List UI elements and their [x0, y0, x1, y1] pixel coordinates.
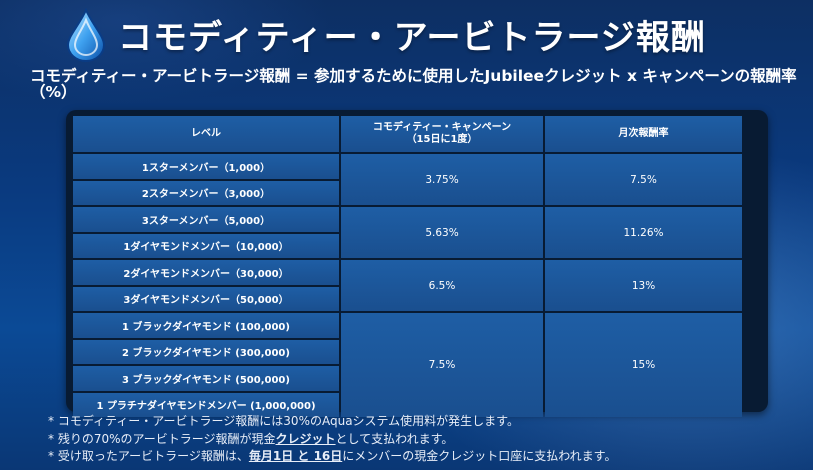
footnote-payment-emphasis: 毎月1日 と 16日	[248, 449, 343, 463]
monthly-rate-cell: 7.5%	[545, 154, 742, 205]
table-row: 1ダイヤモンドメンバー（10,000）	[73, 233, 742, 258]
level-cell: 1スターメンバー（1,000）	[73, 154, 339, 179]
monthly-rate-cell: 15%	[545, 313, 742, 417]
monthly-rate-cell: 13%	[545, 260, 742, 311]
footnote-credit: * 残りの70%のアービトラージ報酬が現金クレジットとして支払われます。	[48, 431, 808, 449]
table-row: 3スターメンバー（5,000） 5.63% 11.26%	[73, 207, 742, 258]
monthly-rate-cell: 11.26%	[545, 207, 742, 258]
table-row: 3 ブラックダイヤモンド (500,000)	[73, 366, 742, 391]
campaign-rate-cell: 3.75%	[341, 154, 543, 205]
footnote-credit-emphasis: クレジット	[275, 431, 336, 446]
campaign-rate-cell: 5.63%	[341, 207, 543, 258]
footnote-payment-pre: * 受け取ったアービトラージ報酬は、	[48, 449, 249, 463]
campaign-rate-cell: 6.5%	[341, 260, 543, 311]
table-row: 2 ブラックダイヤモンド (300,000)	[73, 339, 742, 364]
level-cell: 2 ブラックダイヤモンド (300,000)	[73, 339, 339, 364]
water-drop-icon	[66, 8, 106, 62]
page-header: コモディティー・アービトラージ報酬	[0, 0, 813, 62]
level-cell: 1 ブラックダイヤモンド (100,000)	[73, 313, 339, 338]
table-row: 2スターメンバー（3,000）	[73, 180, 742, 205]
level-cell: 2ダイヤモンドメンバー（30,000）	[73, 260, 339, 285]
header-level: レベル	[73, 116, 339, 152]
footnote-payment: * 受け取ったアービトラージ報酬は、毎月1日 と 16日にメンバーの現金クレジッ…	[48, 448, 808, 466]
header-campaign: コモディティー・キャンペーン （15日に1度）	[341, 116, 543, 152]
level-cell: 1 プラチナダイヤモンドメンバー (1,000,000)	[73, 392, 339, 417]
campaign-rate-cell: 7.5%	[341, 313, 543, 417]
table-row: 1スターメンバー（1,000） 3.75% 7.5%	[73, 154, 742, 205]
table-row: 3ダイヤモンドメンバー（50,000）	[73, 286, 742, 311]
table-row: 1 プラチナダイヤモンドメンバー (1,000,000)	[73, 392, 742, 417]
level-cell: 3ダイヤモンドメンバー（50,000）	[73, 286, 339, 311]
header-monthly: 月次報酬率	[545, 116, 742, 152]
level-cell: 3スターメンバー（5,000）	[73, 207, 339, 232]
page-title: コモディティー・アービトラージ報酬	[118, 18, 706, 58]
table-header-row: レベル コモディティー・キャンペーン （15日に1度） 月次報酬率	[73, 116, 742, 152]
footnotes: * コモディティー・アービトラージ報酬には30%のAquaシステム使用料が発生し…	[48, 413, 808, 466]
table-row: 2ダイヤモンドメンバー（30,000） 6.5% 13%	[73, 260, 742, 311]
reward-table-frame: レベル コモディティー・キャンペーン （15日に1度） 月次報酬率 1スターメン…	[66, 110, 768, 417]
level-cell: 2スターメンバー（3,000）	[73, 180, 339, 205]
footnote-payment-post: にメンバーの現金クレジット口座に支払われます。	[342, 449, 617, 463]
formula-text: コモディティー・アービトラージ報酬 = 参加するために使用したJubileeクレ…	[30, 67, 797, 101]
footnote-credit-post: として支払われます。	[335, 431, 454, 446]
footnote-fee: * コモディティー・アービトラージ報酬には30%のAquaシステム使用料が発生し…	[48, 414, 519, 428]
reward-table: レベル コモディティー・キャンペーン （15日に1度） 月次報酬率 1スターメン…	[71, 114, 744, 419]
footnote-credit-pre: * 残りの70%のアービトラージ報酬が現金	[48, 431, 276, 446]
level-cell: 1ダイヤモンドメンバー（10,000）	[73, 233, 339, 258]
table-row: 1 ブラックダイヤモンド (100,000) 7.5% 15%	[73, 313, 742, 417]
level-cell: 3 ブラックダイヤモンド (500,000)	[73, 366, 339, 391]
